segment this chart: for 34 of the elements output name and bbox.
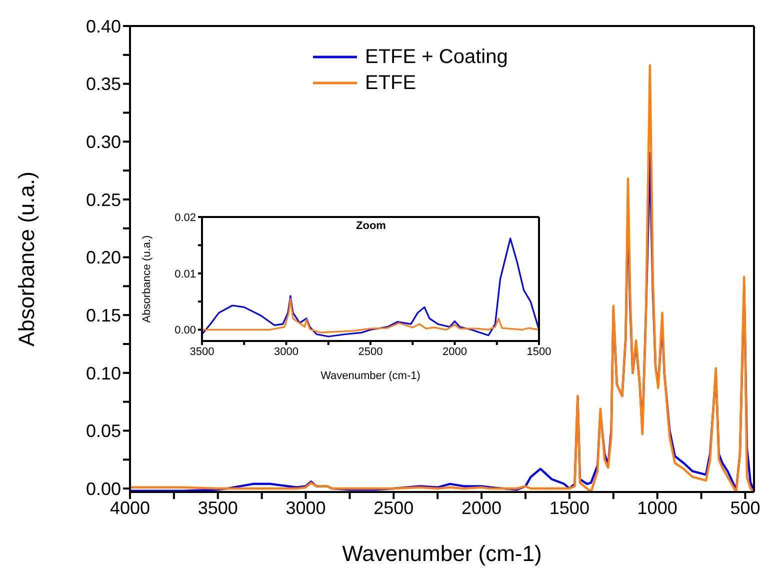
x-tick-label: 3000 <box>274 346 298 358</box>
y-tick-label: 0.00 <box>174 324 196 337</box>
x-axis-title: Wavenumber (cm-1) <box>342 541 542 566</box>
x-tick-label: 2000 <box>442 346 467 358</box>
y-tick-label: 0.00 <box>86 478 121 499</box>
line-series <box>202 298 539 334</box>
x-tick-label: 1500 <box>549 498 590 518</box>
x-tick-label: 1500 <box>526 346 552 358</box>
y-tick-label: 0.10 <box>86 363 121 384</box>
line-series <box>202 238 539 338</box>
y-axis-title: Absorbance (u.a.) <box>14 172 39 346</box>
y-tick-label: 0.02 <box>174 212 196 224</box>
legend-label: ETFE <box>365 71 416 96</box>
x-tick-label: 1000 <box>637 498 678 518</box>
y-tick-label: 0.05 <box>86 421 121 442</box>
x-tick-label: 2500 <box>358 346 383 358</box>
y-axis-title: Absorbance (u.a.) <box>140 235 153 323</box>
chart-title: Zoom <box>355 220 387 232</box>
x-tick-label: 2000 <box>462 498 502 518</box>
y-tick-label: 0.30 <box>86 132 121 152</box>
y-tick-label: 0.40 <box>86 16 121 36</box>
y-tick-label: 0.35 <box>86 74 121 94</box>
x-tick-label: 3000 <box>286 498 326 518</box>
x-axis-title: Wavenumber (cm-1) <box>320 370 420 382</box>
y-tick-label: 0.20 <box>86 248 121 268</box>
y-tick-label: 0.01 <box>174 268 196 280</box>
x-tick-label: 500 <box>730 498 760 518</box>
x-tick-label: 2500 <box>374 498 414 518</box>
x-tick-label: 4000 <box>110 498 150 518</box>
y-tick-label: 0.15 <box>86 305 121 326</box>
x-tick-label: 3500 <box>190 346 214 358</box>
y-tick-label: 0.25 <box>86 190 121 210</box>
x-tick-label: 3500 <box>198 498 238 518</box>
legend-label: ETFE + Coating <box>365 45 508 70</box>
